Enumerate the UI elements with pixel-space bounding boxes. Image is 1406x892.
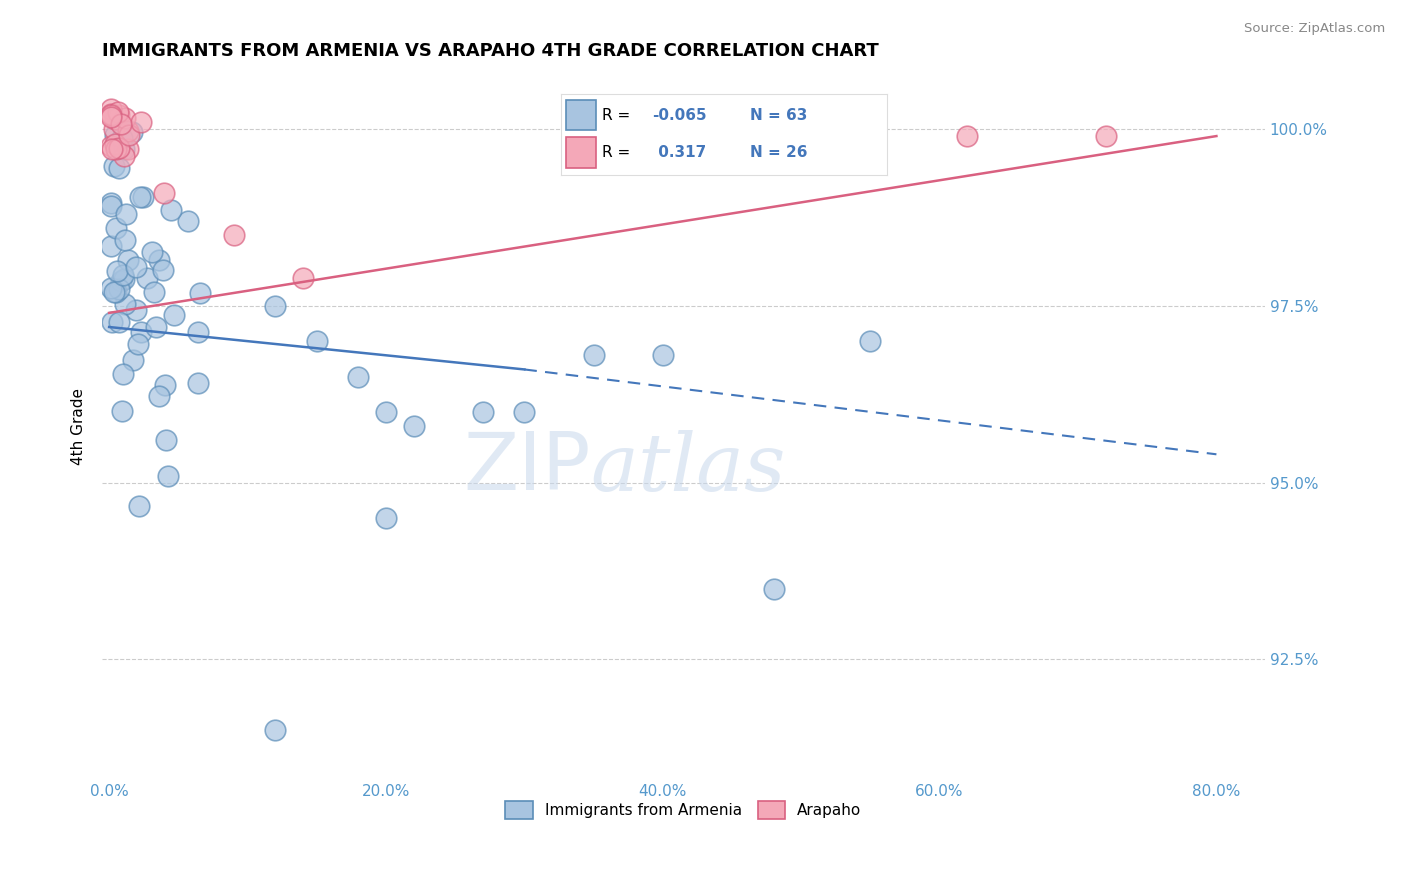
Text: IMMIGRANTS FROM ARMENIA VS ARAPAHO 4TH GRADE CORRELATION CHART: IMMIGRANTS FROM ARMENIA VS ARAPAHO 4TH G… xyxy=(103,42,879,60)
Point xyxy=(141,245,163,260)
Point xyxy=(107,105,129,120)
Point xyxy=(145,320,167,334)
Point xyxy=(375,511,398,525)
Point xyxy=(143,285,166,299)
Point xyxy=(291,270,314,285)
Point xyxy=(103,285,125,299)
Text: ZIP: ZIP xyxy=(463,429,591,508)
Point xyxy=(114,297,136,311)
Point xyxy=(117,124,139,138)
Point xyxy=(121,352,143,367)
Point xyxy=(128,190,150,204)
Point xyxy=(110,117,132,131)
Point xyxy=(264,299,287,313)
Point xyxy=(153,186,176,200)
Point xyxy=(104,136,127,151)
Point xyxy=(100,111,122,125)
Point xyxy=(104,285,127,299)
Point xyxy=(105,264,128,278)
Point xyxy=(100,107,122,121)
Point xyxy=(762,582,785,596)
Point xyxy=(104,112,127,126)
Point xyxy=(152,263,174,277)
Point xyxy=(513,405,536,419)
Point xyxy=(156,469,179,483)
Point xyxy=(100,239,122,253)
Point xyxy=(1094,129,1116,144)
Point xyxy=(135,270,157,285)
Text: atlas: atlas xyxy=(591,430,786,508)
Legend: Immigrants from Armenia, Arapaho: Immigrants from Armenia, Arapaho xyxy=(499,795,868,825)
Point xyxy=(105,142,128,156)
Point xyxy=(108,282,131,296)
Point xyxy=(162,308,184,322)
Point xyxy=(859,334,882,348)
Point xyxy=(107,315,129,329)
Point xyxy=(471,405,494,419)
Point xyxy=(148,253,170,268)
Point xyxy=(160,202,183,217)
Point xyxy=(103,128,125,142)
Point xyxy=(117,252,139,267)
Point xyxy=(100,102,122,116)
Point xyxy=(108,140,131,154)
Point xyxy=(112,148,135,162)
Point xyxy=(582,348,605,362)
Point xyxy=(305,334,328,348)
Point xyxy=(100,281,122,295)
Point xyxy=(100,199,122,213)
Point xyxy=(177,214,200,228)
Point xyxy=(100,108,122,122)
Point xyxy=(956,129,979,144)
Point xyxy=(114,111,136,125)
Point xyxy=(818,129,841,144)
Point xyxy=(112,268,135,282)
Point xyxy=(111,131,134,145)
Point xyxy=(148,389,170,403)
Point xyxy=(110,274,132,288)
Point xyxy=(111,367,134,381)
Point xyxy=(108,108,131,122)
Point xyxy=(112,142,135,156)
Point xyxy=(222,228,245,243)
Point xyxy=(153,378,176,392)
Point xyxy=(101,142,124,156)
Point xyxy=(187,376,209,391)
Point xyxy=(103,159,125,173)
Point xyxy=(188,285,211,300)
Point xyxy=(114,207,136,221)
Point xyxy=(132,190,155,204)
Point xyxy=(101,315,124,329)
Point xyxy=(128,500,150,514)
Point xyxy=(129,114,152,128)
Point xyxy=(125,260,148,274)
Point xyxy=(264,723,287,738)
Point xyxy=(103,121,125,136)
Point xyxy=(125,302,148,317)
Point xyxy=(100,196,122,211)
Point xyxy=(118,128,141,143)
Point xyxy=(112,272,135,286)
Point xyxy=(187,325,209,339)
Y-axis label: 4th Grade: 4th Grade xyxy=(72,387,86,465)
Point xyxy=(375,405,398,419)
Text: Source: ZipAtlas.com: Source: ZipAtlas.com xyxy=(1244,22,1385,36)
Point xyxy=(129,325,152,339)
Point xyxy=(105,221,128,235)
Point xyxy=(651,348,673,362)
Point xyxy=(347,369,370,384)
Point xyxy=(402,419,425,434)
Point xyxy=(107,161,129,175)
Point xyxy=(111,404,134,418)
Point xyxy=(114,233,136,247)
Point xyxy=(155,433,177,447)
Point xyxy=(117,142,139,156)
Point xyxy=(127,336,149,351)
Point xyxy=(100,139,122,153)
Point xyxy=(121,125,143,139)
